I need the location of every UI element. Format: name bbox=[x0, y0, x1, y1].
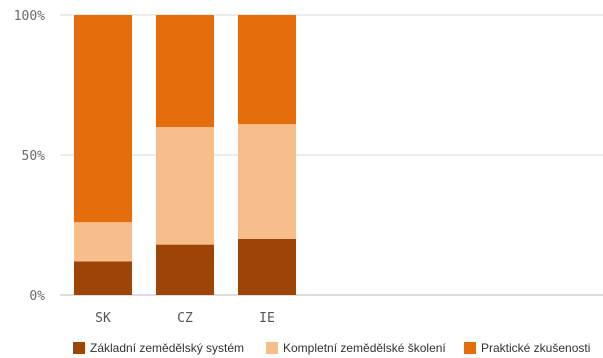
bar-segment-ie-0[interactable] bbox=[238, 239, 296, 295]
y-tick-label: 100% bbox=[14, 9, 45, 24]
bars bbox=[74, 15, 296, 295]
bar-segment-cz-1[interactable] bbox=[156, 127, 214, 245]
legend-item-zakladni[interactable]: Základní zemědělský systém bbox=[73, 341, 244, 355]
legend-item-prakticke[interactable]: Praktické zkušenosti bbox=[464, 341, 590, 355]
bar-segment-ie-2[interactable] bbox=[238, 15, 296, 125]
bar-segment-sk-0[interactable] bbox=[74, 261, 132, 295]
bar-segment-cz-2[interactable] bbox=[156, 15, 214, 127]
legend-label: Kompletní zemědělské školení bbox=[283, 341, 446, 355]
bar-segment-sk-2[interactable] bbox=[74, 15, 132, 223]
legend-swatch bbox=[464, 342, 476, 354]
legend: Základní zemědělský systém Kompletní zem… bbox=[0, 338, 603, 358]
bar-segment-cz-0[interactable] bbox=[156, 244, 214, 295]
legend-label: Základní zemědělský systém bbox=[90, 341, 245, 355]
legend-swatch bbox=[266, 342, 278, 354]
gridlines bbox=[60, 14, 603, 296]
x-tick-label: CZ bbox=[177, 311, 193, 326]
bar-segment-ie-1[interactable] bbox=[238, 124, 296, 239]
stacked-bar-chart: 100% 50% 0% SK CZ IE bbox=[14, 9, 603, 326]
bar-segment-sk-1[interactable] bbox=[74, 222, 132, 262]
legend-item-kompletni[interactable]: Kompletní zemědělské školení bbox=[266, 341, 446, 355]
y-tick-label: 0% bbox=[29, 289, 45, 304]
y-axis-ticks: 100% 50% 0% bbox=[14, 9, 45, 304]
x-axis-labels: SK CZ IE bbox=[95, 311, 275, 326]
x-tick-label: IE bbox=[259, 311, 275, 326]
legend-label: Praktické zkušenosti bbox=[481, 341, 591, 355]
y-tick-label: 50% bbox=[22, 149, 46, 164]
x-tick-label: SK bbox=[95, 311, 111, 326]
legend-swatch bbox=[73, 342, 85, 354]
